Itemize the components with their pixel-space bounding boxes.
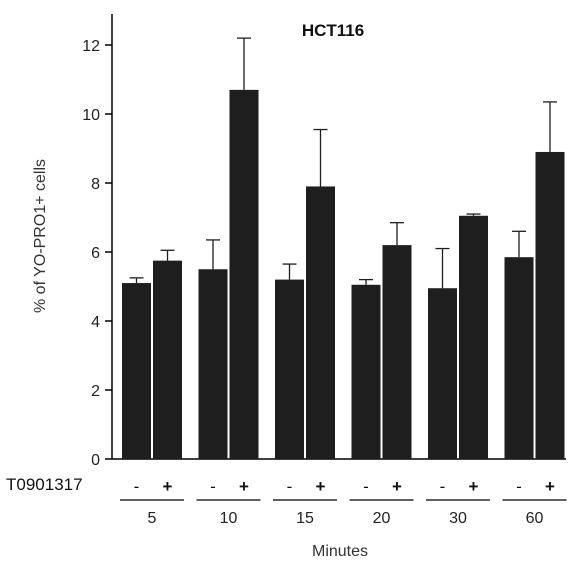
error-bars <box>129 37 557 289</box>
bar-untreated-20 <box>351 284 381 459</box>
x-axis-title: Minutes <box>312 543 368 560</box>
treatment-sign: + <box>316 477 326 496</box>
treatment-sign: + <box>392 477 402 496</box>
treatment-sign: + <box>163 477 173 496</box>
treatment-sign: - <box>440 477 446 496</box>
treatment-sign: - <box>134 477 140 496</box>
bar-treated-30 <box>459 215 488 459</box>
bar-untreated-10 <box>198 269 228 459</box>
x-tick-label: 20 <box>373 510 391 527</box>
bar-untreated-60 <box>504 257 534 459</box>
y-tick-label: 8 <box>91 176 100 193</box>
y-tick-label: 12 <box>82 38 100 55</box>
x-tick-label: 30 <box>449 510 467 527</box>
bar-treated-5 <box>153 260 182 459</box>
treatment-sign: - <box>210 477 216 496</box>
y-tick-label: 2 <box>91 383 100 400</box>
axes <box>111 14 566 460</box>
bar-treated-10 <box>229 89 259 459</box>
bar-untreated-5 <box>122 283 151 459</box>
y-tick-label: 6 <box>91 245 100 262</box>
treatment-sign: + <box>239 477 249 496</box>
bar-untreated-15 <box>275 279 304 459</box>
y-tick-label: 0 <box>91 452 100 469</box>
treatment-sign: - <box>363 477 369 496</box>
bar-untreated-30 <box>428 288 457 459</box>
y-tick-label: 4 <box>91 314 100 331</box>
bar-treated-60 <box>535 151 565 459</box>
bar-treated-20 <box>382 245 412 459</box>
bar-treated-15 <box>306 186 335 459</box>
y-axis-title: % of YO-PRO1+ cells <box>32 159 49 313</box>
x-tick-label: 15 <box>296 510 314 527</box>
x-tick-label: 60 <box>526 510 544 527</box>
treatment-label: T0901317 <box>6 475 83 494</box>
x-tick-label: 10 <box>220 510 238 527</box>
treatment-sign: + <box>469 477 479 496</box>
treatment-sign: - <box>287 477 293 496</box>
bars <box>122 89 565 459</box>
x-categories: 5 10 15 20 30 60 <box>120 499 567 527</box>
treatment-sign: - <box>516 477 522 496</box>
y-ticks: 0 2 4 6 8 10 12 <box>82 38 112 469</box>
x-tick-label: 5 <box>148 510 157 527</box>
treatment-sign: + <box>545 477 555 496</box>
chart-title: HCT116 <box>302 21 364 40</box>
treatment-row: - + - + - + - + - + - + <box>134 477 555 496</box>
y-tick-label: 10 <box>82 107 100 124</box>
